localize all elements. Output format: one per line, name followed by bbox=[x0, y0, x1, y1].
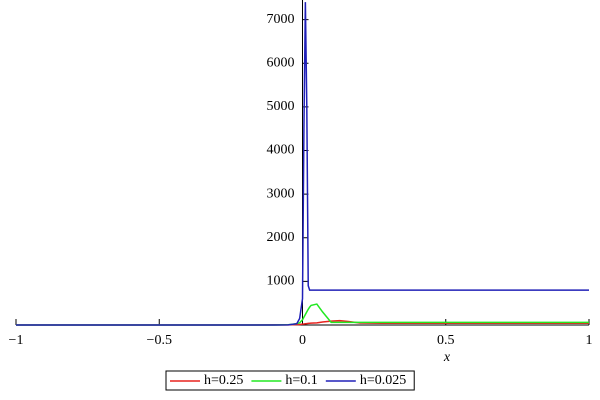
legend-label: h=0.1 bbox=[285, 373, 317, 388]
legend-label: h=0.25 bbox=[204, 373, 243, 388]
x-tick-label: −1 bbox=[9, 333, 24, 348]
y-tick-label: 1000 bbox=[267, 274, 295, 289]
legend-label: h=0.025 bbox=[360, 373, 406, 388]
y-tick-label: 3000 bbox=[267, 186, 295, 201]
x-tick-label: 0.5 bbox=[437, 333, 455, 348]
x-tick-label: 1 bbox=[586, 333, 593, 348]
y-tick-label: 7000 bbox=[267, 12, 295, 27]
x-axis-label: x bbox=[443, 350, 451, 365]
y-tick-label: 4000 bbox=[267, 143, 295, 158]
y-tick-label: 5000 bbox=[267, 99, 295, 114]
legend-box bbox=[165, 370, 415, 391]
legend: h=0.25 h=0.1 h=0.025 bbox=[165, 370, 415, 391]
x-tick-label: 0 bbox=[299, 333, 306, 348]
y-tick-label: 6000 bbox=[267, 55, 295, 70]
x-tick-label: −0.5 bbox=[147, 333, 172, 348]
series-line bbox=[16, 2, 589, 326]
y-tick-label: 2000 bbox=[267, 230, 295, 245]
